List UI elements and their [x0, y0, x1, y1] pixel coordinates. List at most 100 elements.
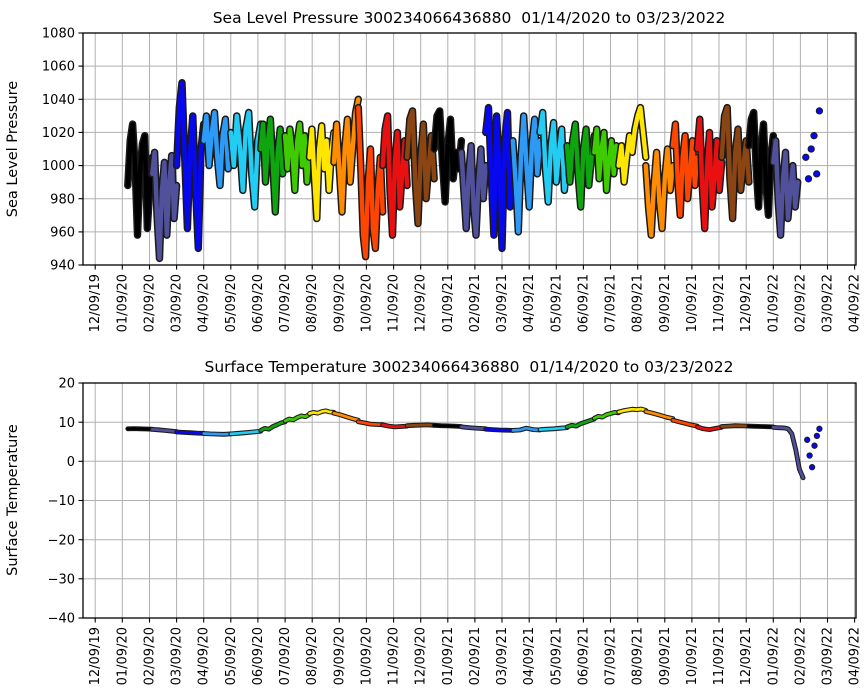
series [124, 79, 824, 263]
series-dot [813, 170, 821, 178]
y-tick-label: 1020 [42, 126, 75, 141]
temperature-title: Surface Temperature 300234066436880 01/1… [205, 358, 734, 376]
series-segment [670, 121, 700, 218]
series-segment [592, 126, 621, 193]
x-tick-label: 02/09/20 [143, 274, 158, 332]
x-tick-label: 06/09/21 [576, 627, 591, 685]
x-tick-label: 09/09/20 [332, 627, 347, 685]
series-segment [746, 110, 776, 218]
series-segment [174, 80, 206, 251]
y-tick-label: −20 [48, 533, 75, 548]
tick-labels: 12/09/19 01/09/20 02/09/20 03/09/20 04/09/20… [42, 27, 863, 333]
series-segment [125, 121, 155, 238]
x-tick-label: 11/09/21 [712, 274, 727, 332]
x-tick-label: 03/09/21 [495, 274, 510, 332]
y-tick-label: 10 [58, 416, 75, 431]
series-segment [259, 420, 287, 432]
x-tick-label: 10/09/20 [359, 274, 374, 332]
plot-0: 12/09/19 01/09/20 02/09/20 03/09/20 04/09/20… [42, 27, 863, 333]
series-segment [671, 418, 699, 428]
x-tick-label: 02/09/20 [143, 627, 158, 685]
series-segment [537, 110, 570, 205]
series-segment [228, 110, 263, 210]
series-dot [804, 175, 813, 183]
x-tick-label: 03/09/22 [821, 627, 836, 685]
series-segment [404, 108, 437, 226]
series-segment [283, 412, 311, 423]
y-tick-label: −40 [48, 612, 75, 627]
x-tick-label: 05/09/20 [224, 274, 239, 332]
y-tick-label: 1000 [42, 159, 75, 174]
series-segment [564, 121, 597, 210]
x-tick-label: 05/09/20 [224, 627, 239, 685]
series-segment [308, 409, 336, 415]
x-tick-label: 12/09/19 [88, 627, 103, 685]
pressure-ylabel: Sea Level Pressure [5, 81, 21, 217]
series [125, 406, 823, 481]
series-segment [771, 425, 805, 480]
series-segment [432, 423, 463, 428]
series-dot [807, 145, 815, 153]
x-tick-label: 02/09/21 [468, 627, 483, 685]
series-segment [229, 429, 263, 436]
x-tick-label: 07/09/20 [278, 627, 293, 685]
x-tick-label: 12/09/21 [739, 627, 754, 685]
x-tick-label: 01/09/20 [115, 627, 130, 685]
x-tick-label: 01/09/22 [766, 627, 781, 685]
grid [83, 382, 856, 619]
y-tick-label: 20 [58, 377, 75, 392]
pressure-title: Sea Level Pressure 300234066436880 01/14… [213, 9, 726, 27]
x-tick-label: 06/09/20 [251, 627, 266, 685]
y-tick-label: 980 [50, 192, 75, 207]
x-tick-label: 01/09/20 [115, 274, 130, 332]
series-segment [644, 410, 675, 420]
plot-spines [82, 32, 857, 266]
y-tick-label: 1060 [42, 60, 75, 75]
x-tick-label: 07/09/21 [604, 627, 619, 685]
series-segment [432, 108, 464, 205]
y-tick-label: 1040 [42, 93, 75, 108]
series-dot [810, 132, 818, 140]
series-segment [747, 424, 775, 429]
series-dot [802, 153, 810, 161]
series-dot [804, 436, 811, 443]
series-segment [510, 113, 543, 235]
series-dot [811, 442, 818, 449]
series-segment [771, 138, 800, 238]
x-tick-label: 11/09/20 [387, 627, 402, 685]
series-segment [592, 411, 621, 420]
series-segment [695, 425, 724, 431]
series-dot [816, 425, 823, 432]
x-tick-label: 03/09/22 [821, 274, 836, 332]
series-segment [332, 411, 360, 422]
x-tick-label: 04/09/20 [197, 274, 212, 332]
series-segment [331, 97, 361, 215]
series-segment [511, 426, 542, 432]
x-tick-label: 02/09/21 [468, 274, 483, 332]
x-tick-label: 05/09/21 [549, 274, 564, 332]
x-tick-label: 09/09/20 [332, 274, 347, 332]
ticks [78, 32, 856, 270]
x-tick-label: 09/09/21 [658, 274, 673, 332]
ticks [78, 382, 856, 623]
y-tick-label: 1080 [42, 27, 75, 42]
x-tick-label: 08/09/21 [631, 274, 646, 332]
series-segment [150, 428, 178, 433]
x-tick-label: 12/09/20 [414, 627, 429, 685]
x-tick-label: 12/09/21 [739, 274, 754, 332]
series-segment [202, 432, 233, 436]
series-segment [150, 150, 179, 261]
series-segment [356, 420, 385, 427]
y-tick-label: 0 [67, 455, 75, 470]
x-tick-label: 02/09/22 [793, 627, 808, 685]
plots-layer: 12/09/19 01/09/20 02/09/20 03/09/20 04/09/20… [42, 27, 863, 686]
x-tick-label: 09/09/21 [658, 627, 673, 685]
y-tick-label: −10 [48, 494, 75, 509]
series-dot [815, 107, 824, 115]
series-segment [201, 110, 233, 188]
x-tick-label: 06/09/21 [576, 274, 591, 332]
series-segment [617, 407, 648, 414]
series-segment [460, 425, 488, 431]
x-tick-label: 02/09/22 [793, 274, 808, 332]
